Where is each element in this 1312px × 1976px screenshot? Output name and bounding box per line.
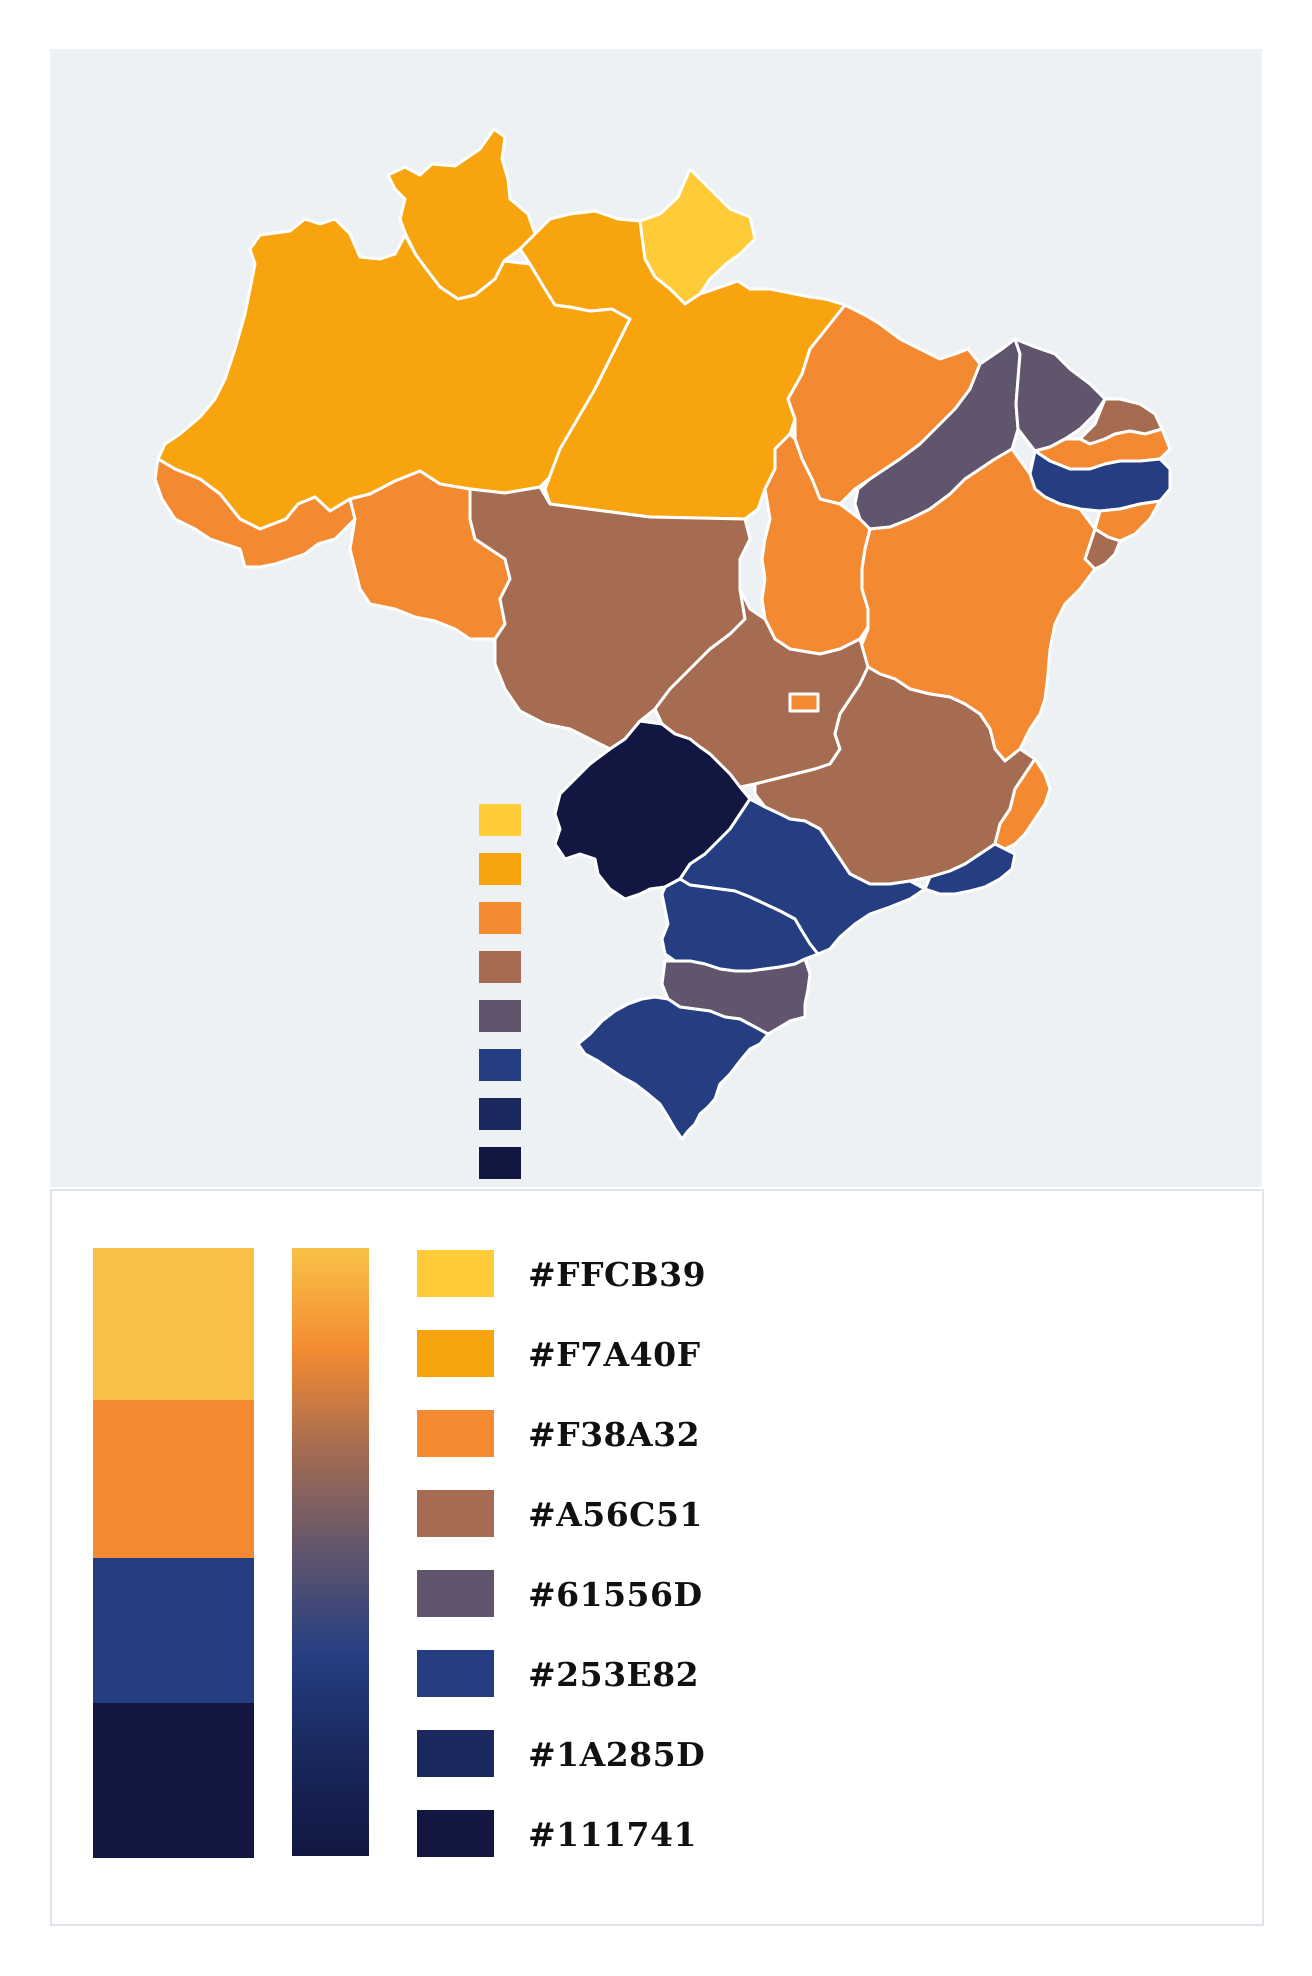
palette-block-strip [93, 1248, 254, 1858]
color-hex-label: #A56C51 [528, 1495, 703, 1534]
palette-block [93, 1400, 254, 1558]
map-legend-swatch [479, 951, 521, 983]
color-hex-label: #FFCB39 [528, 1255, 707, 1294]
color-row: #F7A40F [417, 1330, 817, 1378]
palette-gradient-strip [292, 1248, 369, 1856]
region-acre [153, 457, 357, 569]
palette-block [93, 1248, 254, 1400]
color-hex-label: #253E82 [528, 1655, 700, 1694]
color-chip [417, 1330, 494, 1377]
palette-block [93, 1558, 254, 1703]
color-row: #253E82 [417, 1650, 817, 1698]
color-row: #61556D [417, 1570, 817, 1618]
color-chip [417, 1250, 494, 1297]
region-rio-de-janeiro [923, 842, 1017, 896]
brazil-map [153, 127, 1172, 1141]
color-chip [417, 1810, 494, 1857]
color-chip [417, 1410, 494, 1457]
color-row: #1A285D [417, 1730, 817, 1778]
color-hex-label: #F38A32 [528, 1415, 701, 1454]
color-chip [417, 1490, 494, 1537]
region-distrito-federal [788, 692, 820, 713]
map-legend-swatch [479, 853, 521, 885]
map-legend-swatch [479, 804, 521, 836]
region-espirito-santo [993, 757, 1052, 851]
palette-block [93, 1703, 254, 1858]
color-hex-label: #61556D [528, 1575, 703, 1614]
color-row: #F38A32 [417, 1410, 817, 1458]
map-legend-swatch [479, 1147, 521, 1179]
color-hex-label: #111741 [528, 1815, 697, 1854]
color-hex-label: #1A285D [528, 1735, 706, 1774]
map-legend-swatch [479, 1049, 521, 1081]
region-rio-grande-do-sul [576, 995, 770, 1141]
map-legend [479, 804, 521, 1196]
map-legend-swatch [479, 1000, 521, 1032]
color-chip [417, 1730, 494, 1777]
map-legend-swatch [479, 1098, 521, 1130]
region-ceara [1013, 337, 1107, 453]
color-row: #A56C51 [417, 1490, 817, 1538]
color-row: #111741 [417, 1810, 817, 1858]
map-panel [50, 49, 1262, 1187]
palette-panel: #FFCB39 #F7A40F #F38A32 #A56C51 #61556D #253E… [50, 1189, 1264, 1926]
color-hex-label: #F7A40F [528, 1335, 701, 1374]
color-chip [417, 1650, 494, 1697]
map-legend-swatch [479, 902, 521, 934]
color-row: #FFCB39 [417, 1250, 817, 1298]
color-chip [417, 1570, 494, 1617]
